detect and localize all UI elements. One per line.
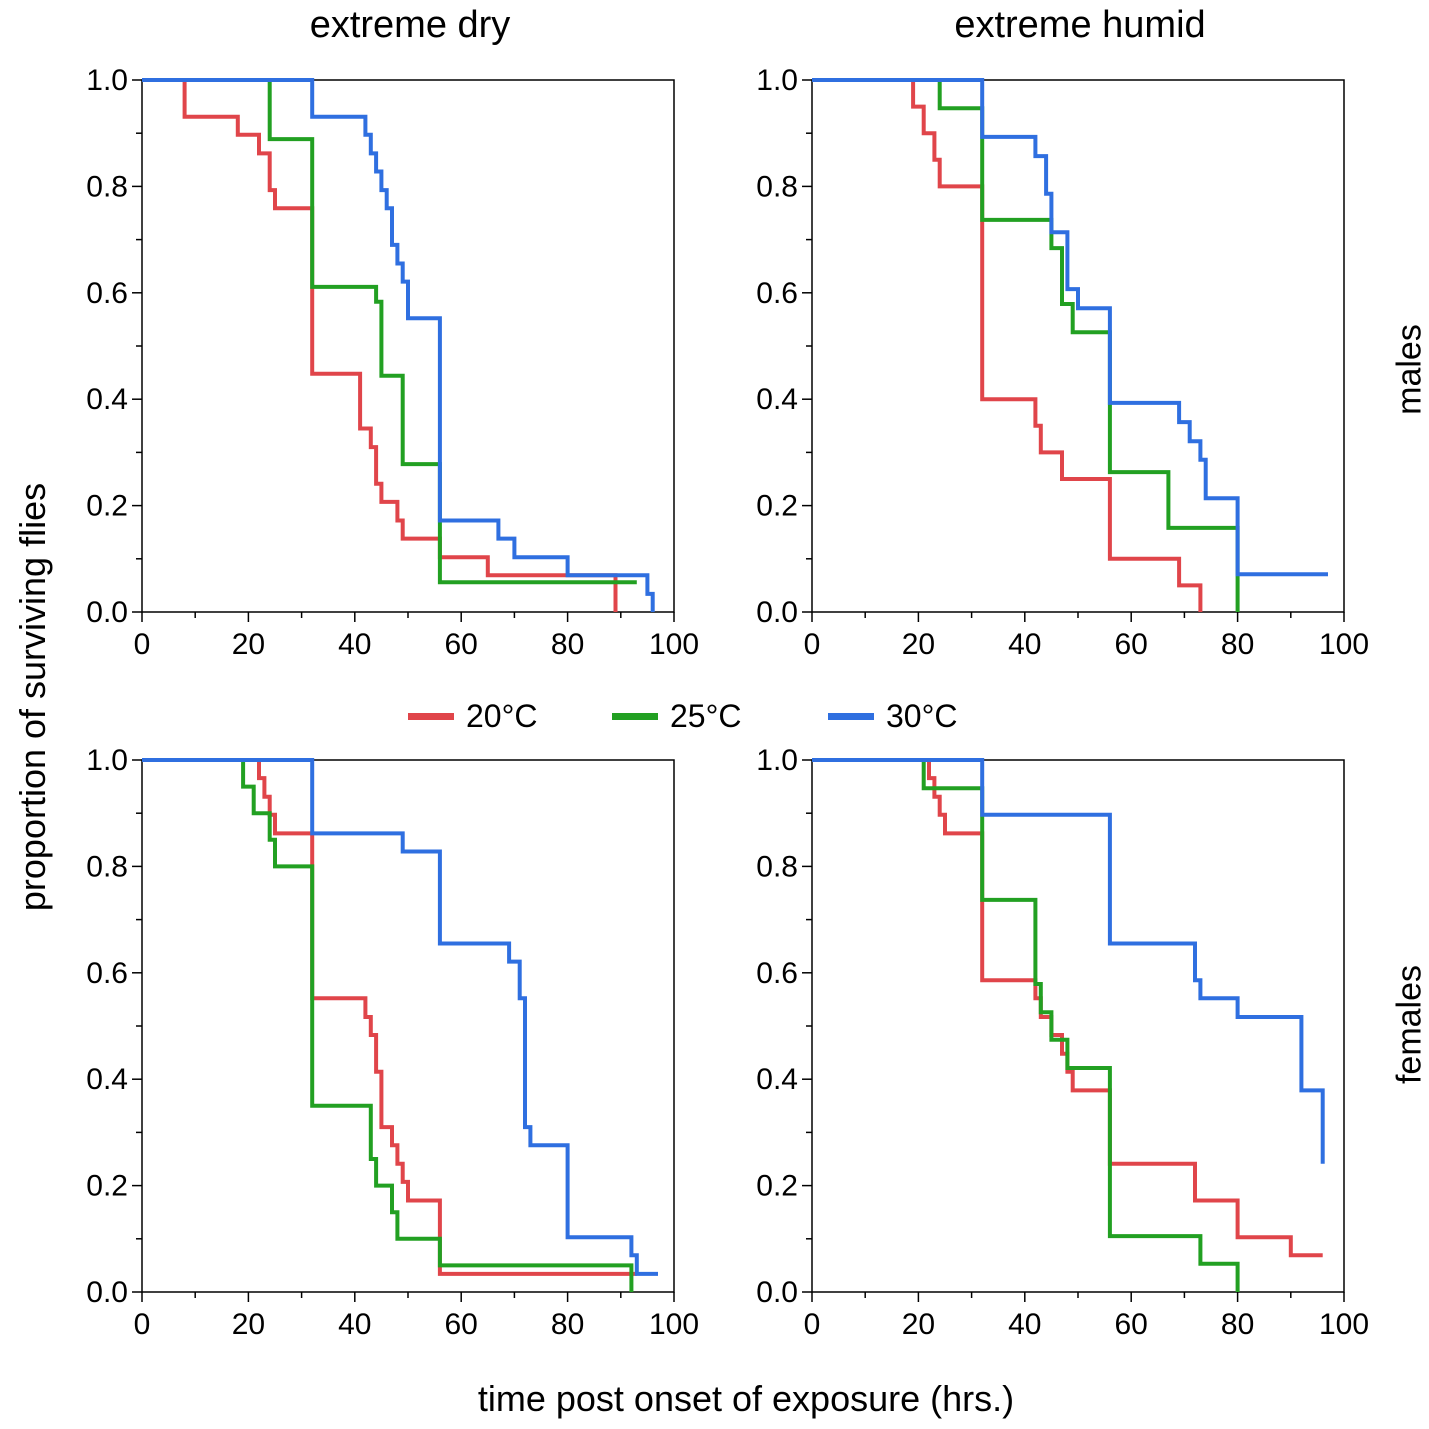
survival-curve-25c: [812, 758, 1240, 1292]
x-tick-label: 40: [1008, 1308, 1041, 1341]
x-tick-label: 40: [338, 1308, 371, 1341]
y-tick-label: 0.6: [756, 277, 798, 310]
y-tick-label: 0.4: [756, 383, 798, 416]
column-title-humid: extreme humid: [954, 4, 1206, 46]
plot-frame: [811, 79, 1345, 613]
legend-swatch-20c: [408, 712, 454, 720]
x-tick-label: 0: [804, 628, 821, 661]
x-tick-label: 80: [551, 1308, 584, 1341]
y-tick-label: 0.2: [756, 1170, 798, 1203]
y-tick-label: 0.4: [86, 383, 128, 416]
y-tick-label: 0.2: [86, 1170, 128, 1203]
y-tick-label: 0.6: [86, 957, 128, 990]
x-tick-label: 0: [134, 1308, 151, 1341]
y-tick-label: 0.8: [86, 170, 128, 203]
y-tick-label: 0.8: [756, 850, 798, 883]
legend: 20°C 25°C 30°C: [400, 694, 1020, 738]
y-tick-label: 0.8: [756, 170, 798, 203]
survival-curve-30c: [812, 758, 1325, 1164]
survival-curve-30c: [142, 758, 658, 1276]
x-tick-label: 100: [1319, 628, 1369, 661]
x-tick-label: 60: [1115, 628, 1148, 661]
row-label-females: females: [1390, 964, 1429, 1085]
legend-item-20c: 20°C: [408, 694, 538, 738]
x-tick-label: 20: [232, 628, 265, 661]
x-tick-label: 0: [804, 1308, 821, 1341]
x-tick-label: 20: [902, 628, 935, 661]
survival-curve-20c: [812, 758, 1323, 1258]
y-tick-label: 0.2: [756, 490, 798, 523]
y-tick-label: 0.0: [86, 1276, 128, 1309]
x-tick-label: 100: [649, 1308, 699, 1341]
y-tick-label: 0.0: [86, 596, 128, 629]
x-tick-label: 100: [649, 628, 699, 661]
x-tick-label: 0: [134, 628, 151, 661]
chart-dry-females: 0 20 40 60 80 100 0.0 0.2 0.4 0.6 0.8 1.0: [86, 744, 699, 1341]
plot-frame: [141, 79, 675, 613]
row-label-males: males: [1390, 324, 1429, 415]
y-tick-label: 0.0: [756, 1276, 798, 1309]
plot-frame: [811, 759, 1345, 1293]
survival-curve-25c: [142, 78, 637, 585]
legend-swatch-25c: [612, 712, 658, 720]
chart-humid-males: 0 20 40 60 80 100 0.0 0.2 0.4 0.6 0.8 1.0: [756, 64, 1369, 661]
y-tick-label: 0.4: [86, 1063, 128, 1096]
x-tick-label: 100: [1319, 1308, 1369, 1341]
x-tick-label: 40: [1008, 628, 1041, 661]
y-tick-label: 0.6: [756, 957, 798, 990]
x-tick-label: 40: [338, 628, 371, 661]
legend-item-25c: 25°C: [612, 694, 742, 738]
x-tick-label: 80: [1221, 1308, 1254, 1341]
x-axis-title: time post onset of exposure (hrs.): [477, 1378, 1015, 1419]
survival-curve-30c: [812, 78, 1328, 577]
column-title-dry: extreme dry: [309, 4, 511, 46]
survival-curve-20c: [812, 78, 1203, 612]
x-tick-label: 80: [551, 628, 584, 661]
plot-frame: [141, 759, 675, 1293]
survival-curve-20c: [142, 758, 637, 1276]
y-tick-label: 1.0: [756, 64, 798, 97]
y-tick-label: 1.0: [86, 64, 128, 97]
x-tick-label: 60: [445, 1308, 478, 1341]
x-tick-label: 20: [232, 1308, 265, 1341]
y-tick-label: 0.0: [756, 596, 798, 629]
survival-curve-25c: [142, 758, 634, 1292]
survival-curve-20c: [142, 78, 618, 612]
y-tick-label: 1.0: [756, 744, 798, 777]
legend-swatch-30c: [828, 712, 874, 720]
chart-dry-males: 0 20 40 60 80 100 0.0 0.2 0.4 0.6 0.8 1.0: [86, 64, 699, 661]
legend-label-30c: 30°C: [886, 697, 958, 734]
x-tick-label: 80: [1221, 628, 1254, 661]
y-tick-label: 1.0: [86, 744, 128, 777]
x-tick-label: 60: [445, 628, 478, 661]
x-tick-label: 60: [1115, 1308, 1148, 1341]
legend-label-20c: 20°C: [466, 697, 538, 734]
survival-curve-30c: [142, 78, 655, 612]
y-tick-label: 0.2: [86, 490, 128, 523]
y-tick-label: 0.4: [756, 1063, 798, 1096]
legend-item-30c: 30°C: [828, 694, 958, 738]
legend-label-25c: 25°C: [670, 697, 742, 734]
y-tick-label: 0.6: [86, 277, 128, 310]
chart-humid-females: 0 20 40 60 80 100 0.0 0.2 0.4 0.6 0.8 1.0: [756, 744, 1369, 1341]
survival-curve-25c: [812, 78, 1240, 612]
x-tick-label: 20: [902, 1308, 935, 1341]
y-tick-label: 0.8: [86, 850, 128, 883]
